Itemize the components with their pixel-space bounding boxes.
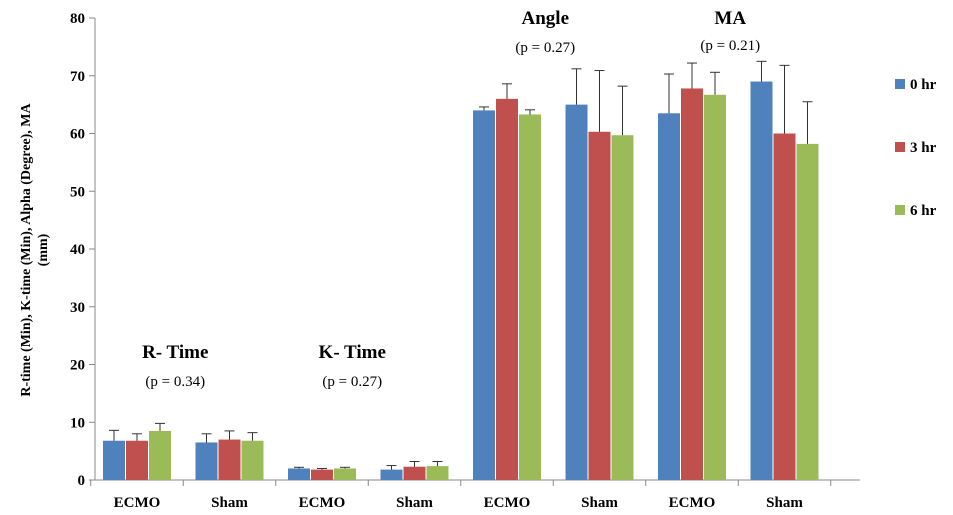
legend-label: 3 hr: [910, 140, 937, 156]
category-label: ECMO: [114, 495, 161, 511]
category-label: ECMO: [669, 495, 716, 511]
bar: [426, 466, 449, 480]
legend-swatch: [895, 79, 905, 89]
bar: [311, 469, 333, 480]
bar: [149, 430, 171, 480]
group-p-value: (p = 0.27): [515, 40, 575, 56]
group-title: R- Time: [142, 342, 208, 363]
bar: [334, 468, 356, 480]
bar: [681, 88, 703, 480]
legend-swatch: [895, 205, 905, 215]
axes: 0 10 20 30 40 50 60 70 80: [70, 11, 860, 489]
bar: [496, 98, 518, 480]
category-label: ECMO: [484, 495, 531, 511]
group-title: K- Time: [319, 342, 386, 363]
y-tick-label: 50: [70, 184, 85, 200]
bar: [773, 133, 796, 480]
bar: [218, 439, 241, 480]
y-axis-title: R-time (Min), K-time (Min), Alpha (Degre…: [19, 102, 51, 396]
category-label: Sham: [396, 495, 433, 511]
legend-label: 6 hr: [910, 203, 937, 219]
y-tick-label: 10: [70, 415, 85, 431]
group-p-value: (p = 0.34): [145, 374, 205, 390]
bar: [195, 442, 218, 480]
group-p-value: (p = 0.21): [700, 38, 760, 54]
y-tick-label: 0: [78, 473, 86, 489]
category-label: ECMO: [299, 495, 346, 511]
y-axis-title-line1: R-time (Min), K-time (Min), Alpha (Degre…: [19, 102, 34, 396]
bar: [519, 114, 541, 480]
category-label: Sham: [211, 495, 248, 511]
legend: 0 hr 3 hr 6 hr: [895, 77, 937, 219]
bar: [704, 94, 726, 481]
group-annotations: R- Time (p = 0.34) K- Time (p = 0.27) Angle (…: [142, 8, 760, 390]
category-label: Sham: [766, 495, 803, 511]
bar: [750, 81, 773, 481]
y-tick-label: 70: [70, 69, 85, 85]
bar: [473, 110, 495, 481]
bar: [588, 131, 611, 480]
y-tick-label: 30: [70, 300, 85, 316]
y-tick-label: 20: [70, 358, 85, 374]
legend-label: 0 hr: [910, 77, 937, 93]
bar: [403, 466, 426, 480]
bar: [611, 135, 634, 481]
bar: [796, 143, 819, 480]
bar: [103, 440, 125, 480]
legend-swatch: [895, 142, 905, 152]
bar: [241, 440, 264, 480]
y-axis-title-line2: (mm): [36, 233, 51, 266]
y-tick-label: 60: [70, 127, 85, 143]
bar: [126, 440, 148, 480]
bar: [658, 113, 680, 480]
group-p-value: (p = 0.27): [322, 374, 382, 390]
error-bars: [109, 60, 813, 470]
category-label: Sham: [581, 495, 618, 511]
bar: [380, 469, 403, 480]
category-labels: ECMO Sham ECMO Sham ECMO Sham ECMO Sham: [114, 495, 804, 511]
group-title: Angle: [522, 8, 570, 29]
y-tick-label: 40: [70, 242, 85, 258]
bars: [103, 81, 819, 481]
bar: [288, 468, 310, 480]
group-title: MA: [714, 8, 746, 29]
y-tick-label: 80: [70, 11, 85, 27]
bar: [565, 104, 588, 480]
